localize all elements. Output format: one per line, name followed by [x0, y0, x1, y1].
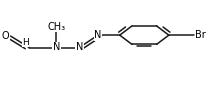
Text: N: N: [94, 30, 102, 40]
Text: H: H: [22, 38, 29, 47]
Text: N: N: [76, 42, 83, 53]
Text: CH₃: CH₃: [47, 22, 65, 32]
Text: O: O: [2, 31, 10, 41]
Text: N: N: [53, 42, 60, 53]
Text: Br: Br: [195, 30, 206, 40]
